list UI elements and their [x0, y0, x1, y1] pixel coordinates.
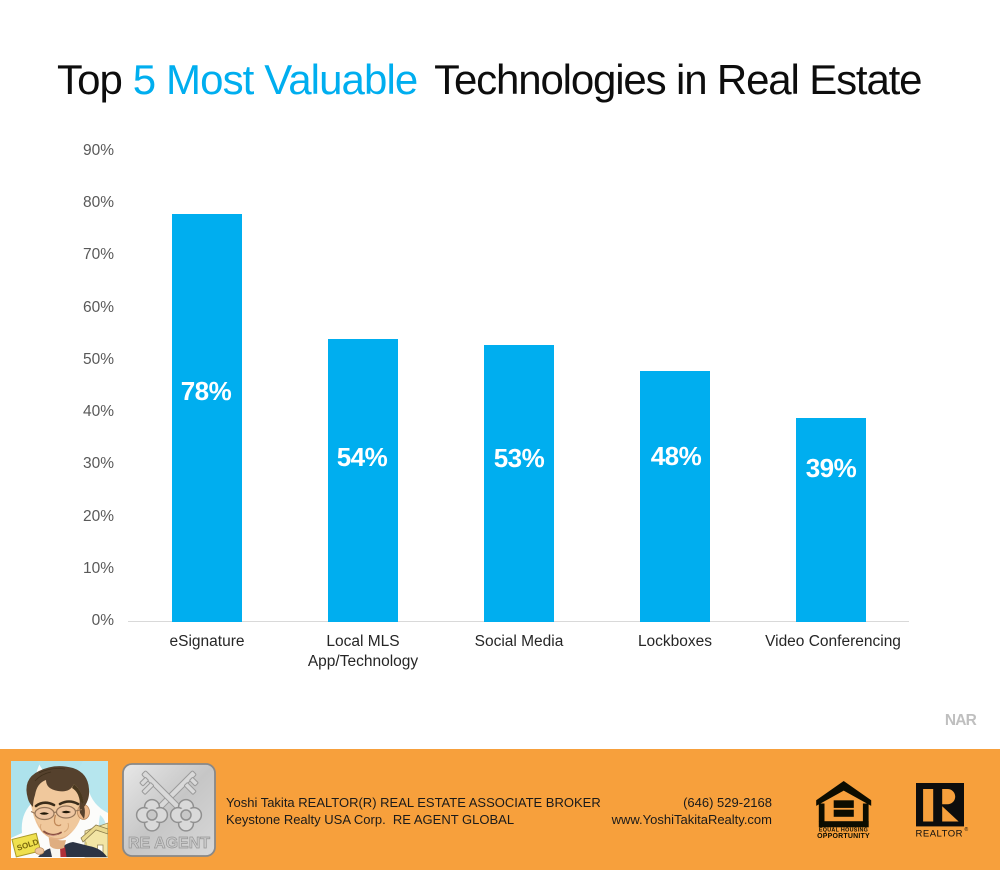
svg-text:REALTOR: REALTOR	[916, 829, 963, 840]
svg-text:OPPORTUNITY: OPPORTUNITY	[817, 833, 870, 839]
svg-text:EQUAL HOUSING: EQUAL HOUSING	[819, 828, 868, 834]
svg-text:®: ®	[965, 826, 969, 833]
svg-text:RE AGENT: RE AGENT	[128, 835, 210, 852]
